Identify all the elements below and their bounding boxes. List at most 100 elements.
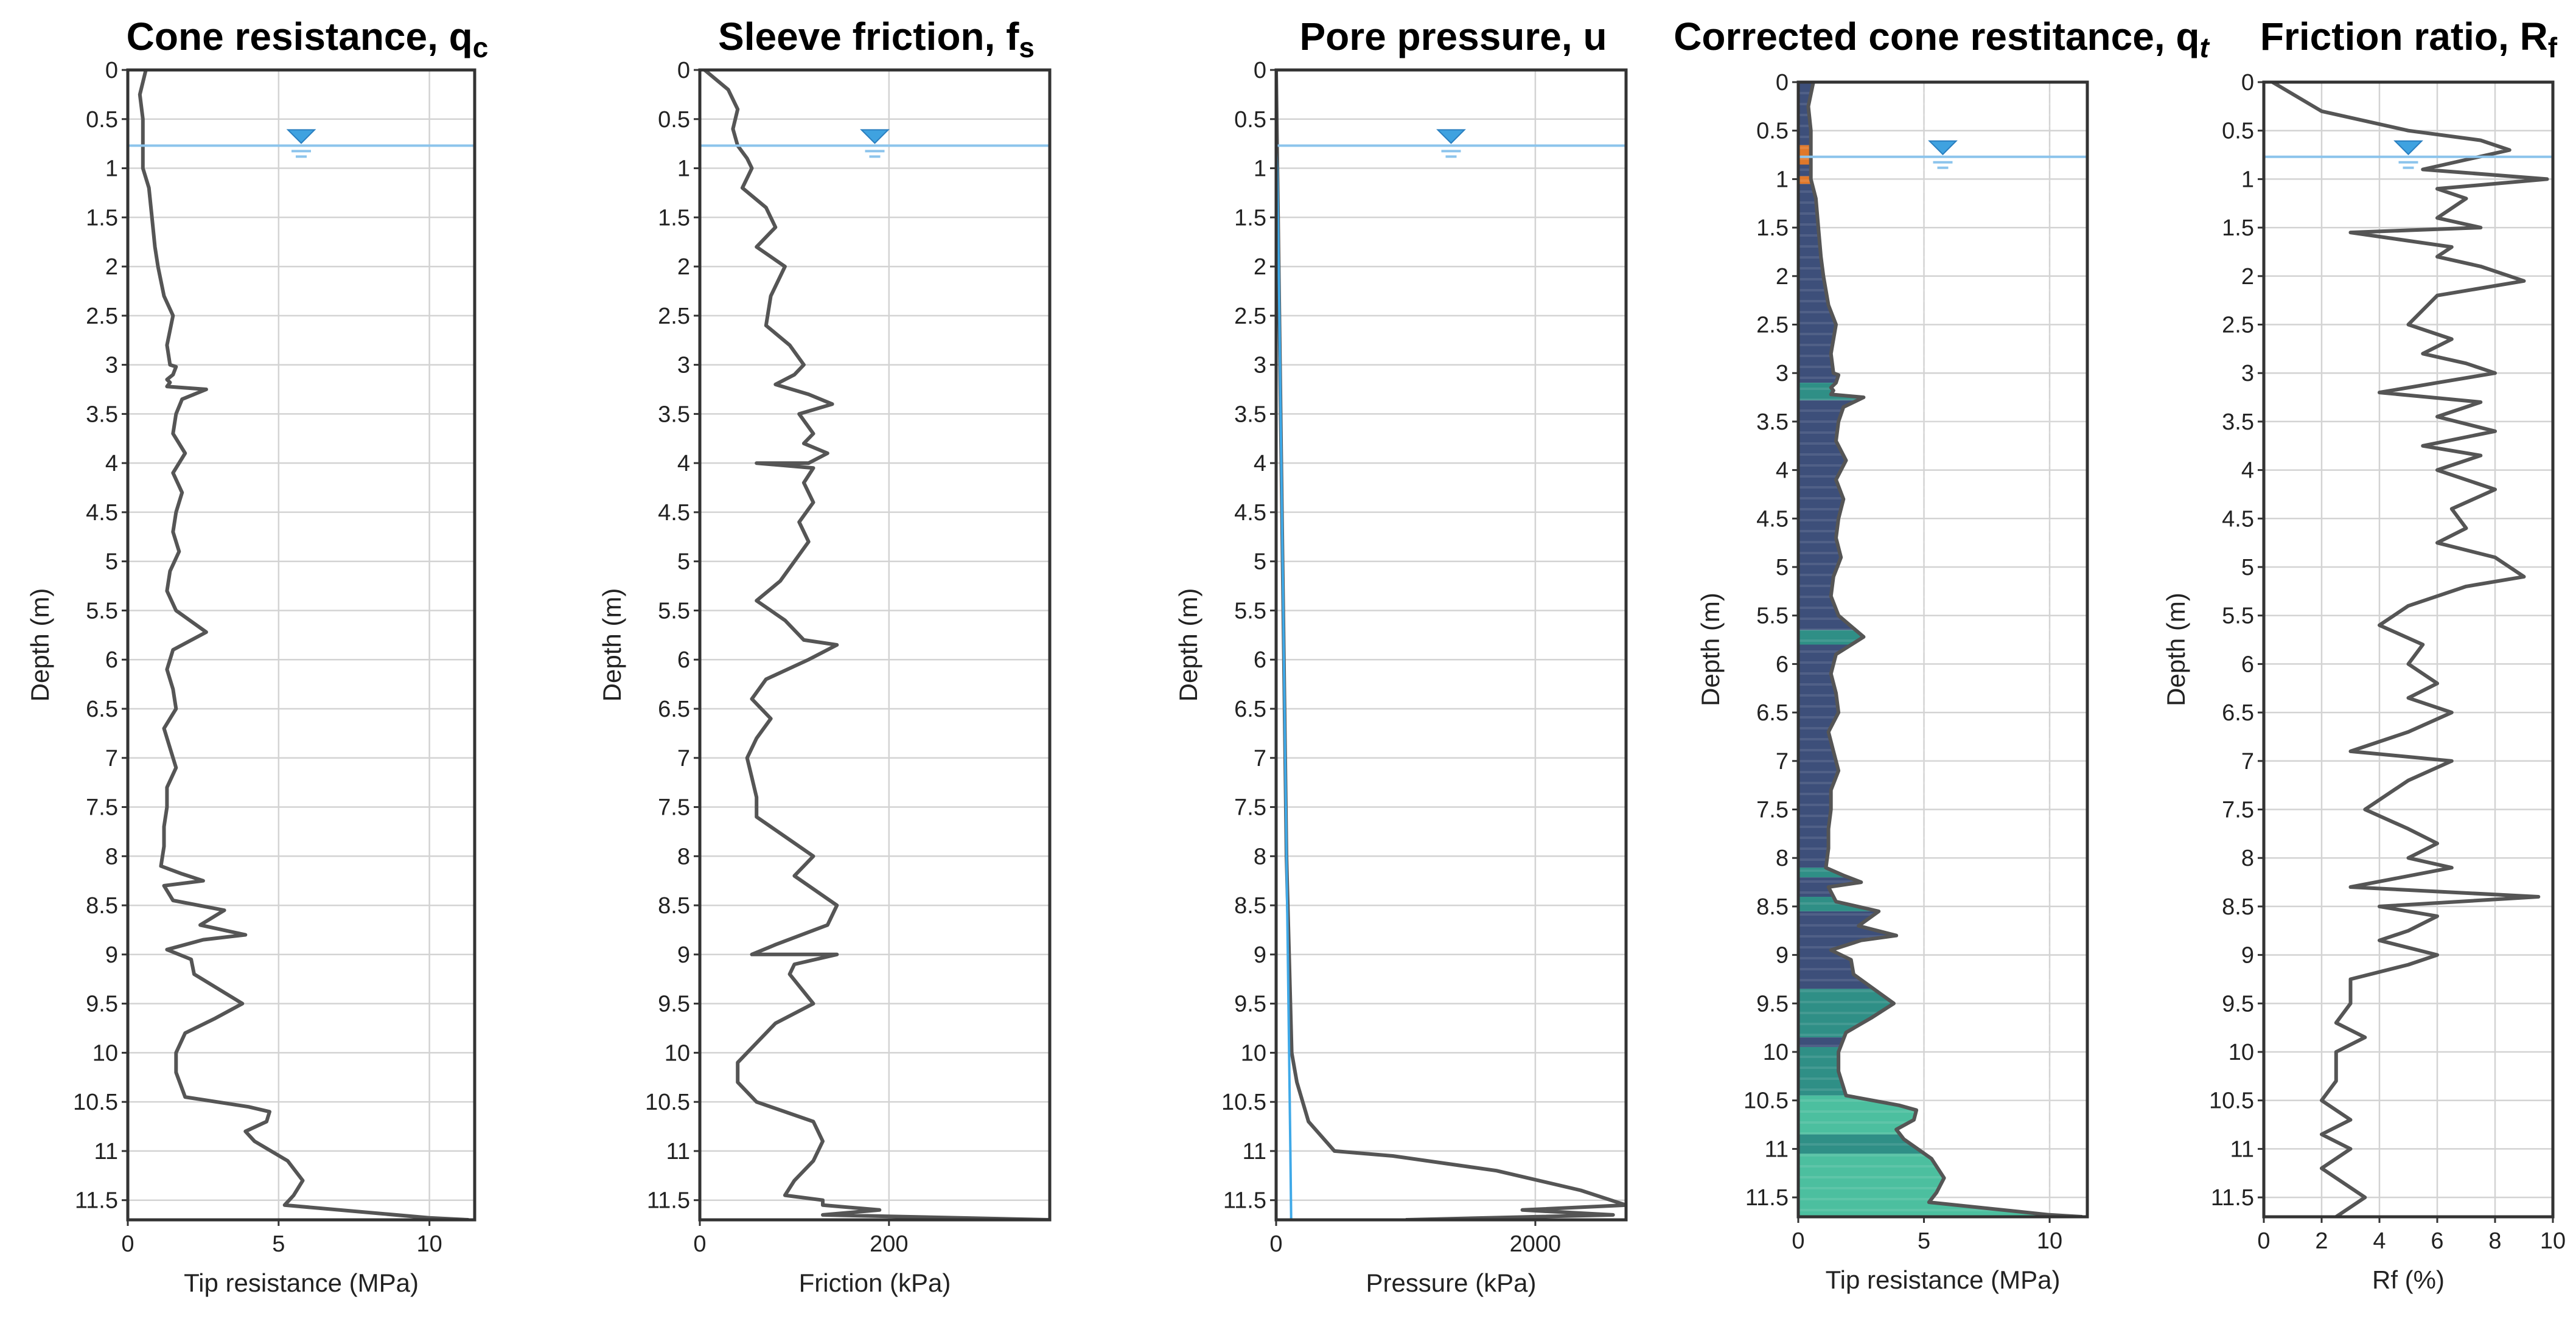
x-axis-label: Pressure (kPa) — [1366, 1269, 1536, 1297]
y-tick-label: 10 — [2229, 1040, 2254, 1065]
chart-panel-2: Sleeve friction, fs00.511.522.533.544.55… — [598, 15, 1052, 1297]
y-tick-label: 0.5 — [1756, 119, 1789, 144]
x-tick-label: 10 — [2540, 1228, 2566, 1254]
x-axis-label: Rf (%) — [2372, 1265, 2445, 1294]
water-table-icon — [860, 129, 890, 144]
y-tick-label: 11.5 — [647, 1188, 690, 1214]
soil-band — [1798, 164, 1811, 176]
y-tick-label: 10 — [92, 1040, 118, 1066]
y-tick-label: 8.5 — [2222, 894, 2254, 920]
y-tick-label: 0 — [1776, 70, 1789, 96]
y-tick-label: 5.5 — [2222, 604, 2254, 629]
y-tick-label: 7 — [105, 746, 118, 771]
x-tick-label: 4 — [2373, 1228, 2386, 1254]
water-table-icon — [286, 129, 316, 144]
y-tick-label: 6 — [1254, 647, 1266, 673]
y-tick-label: 7.5 — [1234, 795, 1266, 821]
soil-band — [1798, 145, 1811, 165]
y-tick-label: 2.5 — [86, 304, 118, 329]
chart-panel-3: Pore pressure, u00.511.522.533.544.555.5… — [1174, 15, 1628, 1297]
y-tick-label: 9 — [1254, 942, 1266, 968]
y-tick-label: 1.5 — [1234, 205, 1266, 231]
y-tick-label: 5 — [105, 549, 118, 575]
y-tick-label: 1 — [1254, 156, 1266, 182]
x-axis-label: Friction (kPa) — [799, 1269, 951, 1297]
x-tick-label: 5 — [1918, 1228, 1930, 1254]
y-tick-label: 10 — [1241, 1040, 1266, 1066]
y-tick-label: 3 — [677, 353, 690, 378]
series-line-1 — [138, 70, 469, 1220]
y-tick-label: 9 — [677, 942, 690, 968]
y-tick-label: 2 — [1254, 254, 1266, 280]
chart-panel-5: Friction ratio, Rf00.511.522.533.544.555… — [2162, 15, 2566, 1294]
y-tick-label: 6.5 — [86, 697, 118, 722]
y-tick-label: 3 — [1776, 361, 1789, 386]
y-tick-label: 1.5 — [658, 205, 690, 231]
y-tick-label: 10.5 — [1744, 1088, 1789, 1114]
y-tick-label: 9.5 — [658, 992, 690, 1017]
series-line-1 — [2271, 82, 2549, 1217]
y-tick-label: 8 — [1254, 844, 1266, 869]
y-tick-label: 5 — [1776, 555, 1789, 580]
y-tick-label: 8.5 — [1756, 894, 1789, 920]
y-tick-label: 2.5 — [658, 304, 690, 329]
x-tick-label: 2000 — [1510, 1231, 1562, 1257]
soil-band — [1798, 1095, 1917, 1135]
chart-title-text: Sleeve friction, f — [718, 15, 1019, 58]
y-tick-label: 1.5 — [2222, 215, 2254, 241]
y-tick-label: 0 — [1254, 58, 1266, 83]
soil-band — [1798, 184, 1839, 383]
y-tick-label: 11 — [1765, 1136, 1789, 1162]
x-tick-label: 10 — [2037, 1228, 2062, 1254]
plot-frame — [1274, 68, 1628, 1222]
chart-panel-1: Cone resistance, qc00.511.522.533.544.55… — [26, 15, 488, 1297]
chart-title-text: Friction ratio, R — [2260, 15, 2548, 58]
y-tick-label: 9.5 — [86, 992, 118, 1017]
y-tick-label: 6 — [1776, 652, 1789, 677]
y-tick-label: 2.5 — [2222, 313, 2254, 338]
x-tick-label: 0 — [1792, 1228, 1804, 1254]
y-tick-label: 9 — [105, 942, 118, 968]
soil-band — [1798, 176, 1812, 184]
y-tick-label: 1 — [105, 156, 118, 182]
y-tick-label: 9.5 — [1756, 991, 1789, 1017]
soil-band — [1798, 868, 1849, 878]
y-tick-label: 6.5 — [1234, 697, 1266, 722]
y-tick-label: 3.5 — [1756, 409, 1789, 435]
series-line-2 — [1276, 145, 1293, 1220]
y-tick-label: 9 — [1776, 943, 1789, 969]
y-tick-label: 8 — [2241, 846, 2254, 871]
y-tick-label: 8.5 — [86, 893, 118, 919]
water-table-icon — [2393, 140, 2423, 156]
soil-band — [1798, 877, 1862, 897]
y-tick-label: 7.5 — [86, 795, 118, 821]
y-tick-label: 10.5 — [645, 1090, 690, 1115]
y-tick-label: 5.5 — [1756, 604, 1789, 629]
soil-band — [1798, 644, 1852, 868]
x-tick-label: 0 — [121, 1231, 134, 1257]
x-axis-label: Tip resistance (MPa) — [184, 1269, 419, 1297]
y-tick-label: 8 — [105, 844, 118, 869]
y-tick-label: 3.5 — [86, 402, 118, 427]
y-tick-label: 11.5 — [1223, 1188, 1266, 1214]
x-axis-label: Tip resistance (MPa) — [1826, 1265, 2061, 1294]
y-tick-label: 6.5 — [658, 697, 690, 722]
x-tick-label: 0 — [693, 1231, 706, 1257]
y-tick-label: 5.5 — [658, 598, 690, 624]
chart-title-subscript: c — [473, 32, 489, 63]
y-tick-label: 11 — [1243, 1139, 1266, 1164]
chart-title: Cone resistance, qc — [127, 15, 489, 63]
water-table-icon — [1928, 140, 1958, 156]
y-axis-label: Depth (m) — [2162, 593, 2190, 706]
soil-band — [1798, 989, 1894, 1038]
series-line-1 — [1276, 70, 1626, 1220]
soil-band — [1798, 1037, 1845, 1048]
water-table-icon — [1436, 129, 1466, 144]
y-tick-label: 10 — [1763, 1040, 1789, 1065]
y-tick-label: 10.5 — [73, 1090, 118, 1115]
x-tick-label: 10 — [417, 1231, 442, 1257]
y-tick-label: 6 — [105, 647, 118, 673]
y-tick-label: 4.5 — [2222, 506, 2254, 532]
y-tick-label: 3.5 — [1234, 402, 1266, 427]
